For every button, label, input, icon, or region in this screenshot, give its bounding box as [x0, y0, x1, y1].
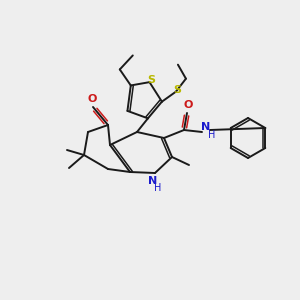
Text: H: H [208, 130, 216, 140]
Text: S: S [173, 85, 181, 95]
Text: N: N [201, 122, 211, 132]
Text: S: S [148, 75, 155, 85]
Text: H: H [154, 183, 162, 193]
Text: O: O [183, 100, 193, 110]
Text: N: N [148, 176, 158, 186]
Text: O: O [87, 94, 97, 104]
